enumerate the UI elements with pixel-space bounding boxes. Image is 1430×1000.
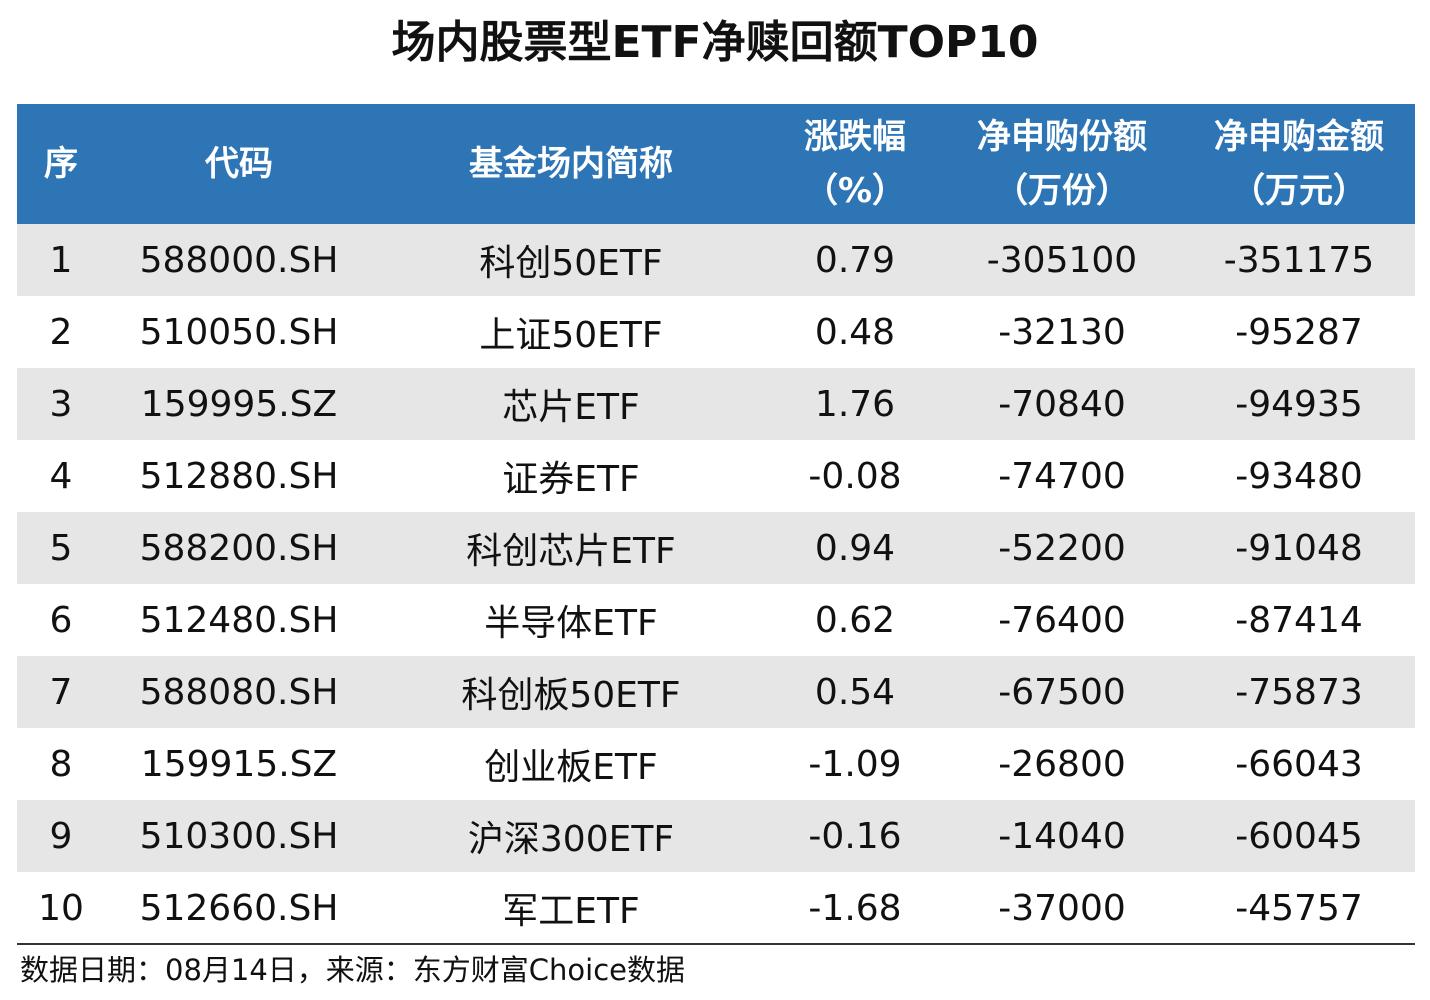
net-shares-cell: -70840 — [998, 383, 1126, 425]
rank-cell: 7 — [49, 671, 73, 713]
net-amount-cell: -95287 — [1235, 311, 1363, 353]
header-change-label: 涨跌幅 — [804, 117, 906, 157]
code-cell: 512880.SH — [139, 455, 339, 497]
source-note: 数据日期：08月14日，来源：东方财富Choice数据 — [20, 953, 686, 987]
code-cell: 588080.SH — [139, 671, 339, 713]
header-net-amount-unit: （万元） — [1231, 171, 1367, 211]
net-shares-cell: -26800 — [998, 743, 1126, 785]
net-shares-cell: -76400 — [998, 599, 1126, 641]
net-amount-cell: -75873 — [1235, 671, 1363, 713]
rank-cell: 9 — [49, 815, 73, 857]
fund-name-cell: 证券ETF — [502, 459, 640, 500]
code-cell: 510050.SH — [139, 311, 339, 353]
change-cell: 0.94 — [814, 527, 896, 569]
net-shares-cell: -52200 — [998, 527, 1126, 569]
table-row: 3 159995.SZ 芯片ETF 1.76 -70840 -94935 — [17, 368, 1415, 440]
table-row: 1 588000.SH 科创50ETF 0.79 -305100 -351175 — [17, 224, 1415, 296]
header-net-shares: 净申购份额 （万份） — [941, 104, 1183, 224]
table-row: 4 512880.SH 证券ETF -0.08 -74700 -93480 — [17, 440, 1415, 512]
change-cell: 0.54 — [814, 671, 896, 713]
change-cell: 0.62 — [814, 599, 896, 641]
rank-cell: 10 — [38, 887, 84, 929]
net-amount-cell: -93480 — [1235, 455, 1363, 497]
net-amount-cell: -87414 — [1235, 599, 1363, 641]
header-change-unit: （%） — [803, 171, 907, 211]
header-net-shares-label: 净申购份额 — [977, 117, 1147, 157]
fund-name-cell: 创业板ETF — [484, 747, 658, 788]
table-row: 10 512660.SH 军工ETF -1.68 -37000 -45757 — [17, 872, 1415, 944]
rank-cell: 3 — [49, 383, 73, 425]
table-row: 6 512480.SH 半导体ETF 0.62 -76400 -87414 — [17, 584, 1415, 656]
code-cell: 510300.SH — [139, 815, 339, 857]
fund-name-cell: 沪深300ETF — [467, 819, 675, 860]
header-net-amount: 净申购金额 （万元） — [1183, 104, 1415, 224]
header-code-label: 代码 — [205, 144, 273, 184]
fund-name-cell: 半导体ETF — [484, 603, 658, 644]
net-amount-cell: -45757 — [1235, 887, 1363, 929]
change-cell: 0.79 — [814, 239, 896, 281]
header-fund-name-label: 基金场内简称 — [469, 144, 673, 184]
table-row: 9 510300.SH 沪深300ETF -0.16 -14040 -60045 — [17, 800, 1415, 872]
code-cell: 588200.SH — [139, 527, 339, 569]
change-cell: -1.68 — [808, 887, 902, 929]
table-row: 7 588080.SH 科创板50ETF 0.54 -67500 -75873 — [17, 656, 1415, 728]
header-code: 代码 — [105, 104, 373, 224]
net-shares-cell: -37000 — [998, 887, 1126, 929]
fund-name-cell: 科创芯片ETF — [466, 531, 676, 572]
change-cell: 0.48 — [814, 311, 896, 353]
change-cell: 1.76 — [814, 383, 896, 425]
etf-redemption-table: 序 代码 基金场内简称 涨跌幅 （%） 净申购份额 （万份） 净申购金额 （万元… — [17, 104, 1415, 944]
net-amount-cell: -91048 — [1235, 527, 1363, 569]
fund-name-cell: 科创板50ETF — [461, 675, 681, 716]
code-cell: 159915.SZ — [140, 743, 338, 785]
table-row: 2 510050.SH 上证50ETF 0.48 -32130 -95287 — [17, 296, 1415, 368]
header-rank-label: 序 — [44, 144, 78, 184]
table-row: 8 159915.SZ 创业板ETF -1.09 -26800 -66043 — [17, 728, 1415, 800]
change-cell: -1.09 — [808, 743, 902, 785]
fund-name-cell: 军工ETF — [502, 891, 640, 932]
rank-cell: 8 — [49, 743, 73, 785]
code-cell: 588000.SH — [139, 239, 339, 281]
header-rank: 序 — [17, 104, 105, 224]
code-cell: 159995.SZ — [140, 383, 338, 425]
rank-cell: 4 — [49, 455, 73, 497]
header-net-shares-unit: （万份） — [994, 171, 1130, 211]
net-shares-cell: -32130 — [998, 311, 1126, 353]
page-title: 场内股票型ETF净赎回额TOP10 — [391, 17, 1039, 68]
table-row: 5 588200.SH 科创芯片ETF 0.94 -52200 -91048 — [17, 512, 1415, 584]
fund-name-cell: 芯片ETF — [502, 387, 640, 428]
net-amount-cell: -351175 — [1223, 239, 1375, 281]
net-amount-cell: -94935 — [1235, 383, 1363, 425]
rank-cell: 1 — [49, 239, 73, 281]
rank-cell: 2 — [49, 311, 73, 353]
net-shares-cell: -74700 — [998, 455, 1126, 497]
code-cell: 512480.SH — [139, 599, 339, 641]
change-cell: -0.16 — [808, 815, 902, 857]
header-change: 涨跌幅 （%） — [769, 104, 941, 224]
footer-divider — [17, 943, 1415, 945]
net-shares-cell: -14040 — [998, 815, 1126, 857]
net-amount-cell: -60045 — [1235, 815, 1363, 857]
code-cell: 512660.SH — [139, 887, 339, 929]
rank-cell: 5 — [49, 527, 73, 569]
header-fund-name: 基金场内简称 — [373, 104, 769, 224]
net-shares-cell: -305100 — [986, 239, 1138, 281]
fund-name-cell: 上证50ETF — [479, 315, 663, 356]
table-header: 序 代码 基金场内简称 涨跌幅 （%） 净申购份额 （万份） 净申购金额 （万元… — [17, 104, 1415, 224]
net-shares-cell: -67500 — [998, 671, 1126, 713]
header-net-amount-label: 净申购金额 — [1214, 117, 1384, 157]
rank-cell: 6 — [49, 599, 73, 641]
fund-name-cell: 科创50ETF — [479, 243, 663, 284]
net-amount-cell: -66043 — [1235, 743, 1363, 785]
change-cell: -0.08 — [808, 455, 902, 497]
